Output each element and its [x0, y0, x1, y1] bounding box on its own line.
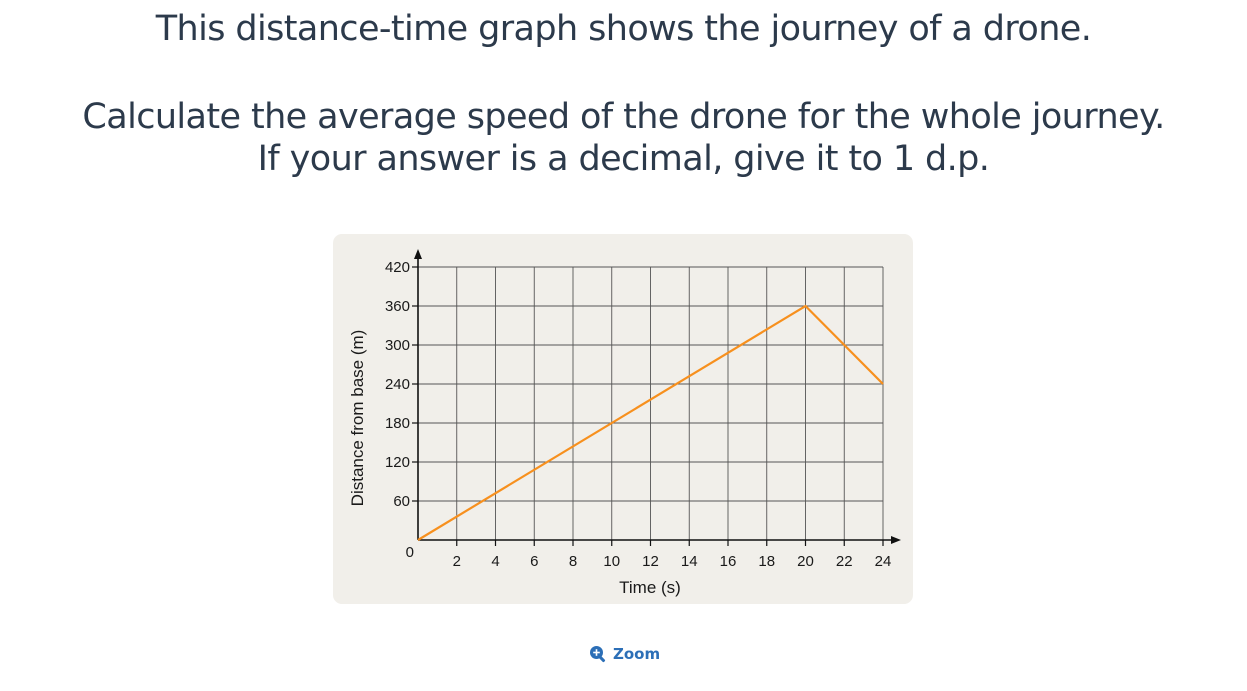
y-tick-label: 120 [385, 454, 410, 471]
question-line-1: This distance-time graph shows the journ… [155, 9, 1092, 49]
origin-label: 0 [406, 544, 414, 561]
y-tick-label: 60 [393, 493, 410, 510]
distance-time-chart: 2 4 6 8 10 12 14 16 18 20 22 2460120180240300360420… [348, 249, 901, 597]
x-tick-label: 24 [875, 553, 892, 570]
y-tick-label: 240 [385, 376, 410, 393]
y-axis-label: Distance from base (m) [348, 330, 367, 507]
x-tick-label: 20 [797, 553, 814, 570]
x-tick-label: 22 [836, 553, 853, 570]
y-tick-label: 420 [385, 259, 410, 276]
zoom-in-icon [590, 646, 606, 663]
question-line-2: Calculate the average speed of the drone… [82, 97, 1165, 137]
x-tick-label: 16 [720, 553, 737, 570]
chart-card: 2 4 6 8 10 12 14 16 18 20 22 24 60 120 180 240 300 360 420… [333, 234, 913, 604]
x-tick-label: 10 [603, 553, 620, 570]
x-tick-label: 2 [453, 553, 461, 570]
x-tick-label: 4 [491, 553, 499, 570]
chart-grid [418, 266, 884, 540]
x-tick-label: 12 [642, 553, 659, 570]
y-tick-label: 180 [385, 415, 410, 432]
x-tick-label: 14 [681, 553, 698, 570]
chart-axes [412, 249, 901, 546]
x-axis-label: Time (s) [619, 578, 681, 597]
y-tick-label: 300 [385, 337, 410, 354]
y-tick-label: 360 [385, 298, 410, 315]
zoom-button[interactable]: Zoom [589, 642, 660, 666]
x-tick-label: 6 [530, 553, 538, 570]
x-axis-arrow [891, 536, 901, 544]
y-axis-arrow [414, 249, 422, 259]
series-line-drone-journey [417, 304, 884, 541]
chart-tick-labels: 2 4 6 8 10 12 14 16 18 20 22 2460120180240300360420… [385, 259, 891, 570]
x-tick-label: 18 [758, 553, 775, 570]
zoom-label: Zoom [613, 645, 661, 663]
question-line-3: If your answer is a decimal, give it to … [257, 139, 990, 179]
x-tick-label: 8 [569, 553, 577, 570]
chart-series [417, 304, 884, 541]
